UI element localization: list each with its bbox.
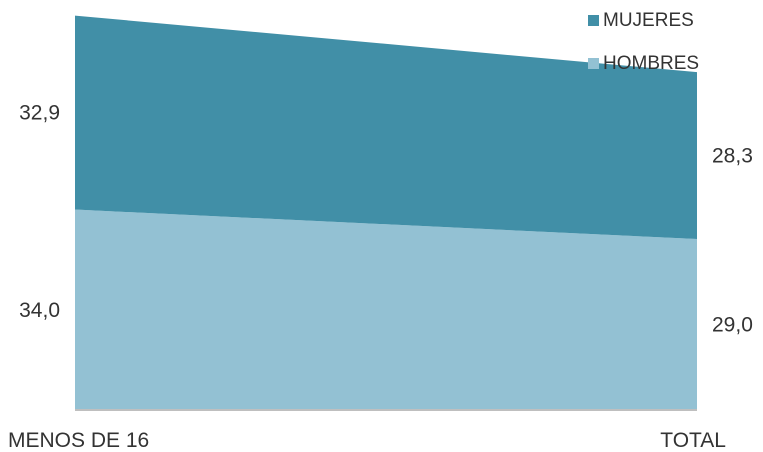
legend-swatch-hombres: [588, 58, 599, 69]
data-labels-group: 34,0 29,0 32,9 28,3: [19, 102, 753, 337]
legend-swatch-mujeres: [588, 15, 599, 26]
data-label-mujeres-0: 32,9: [19, 102, 60, 125]
legend: MUJERES HOMBRES: [588, 10, 699, 74]
x-tick-label-1: TOTAL: [660, 429, 726, 452]
data-label-mujeres-1: 28,3: [712, 145, 753, 168]
x-tick-labels-group: MENOS DE 16 TOTAL: [8, 429, 726, 452]
area-hombres: [75, 209, 697, 410]
data-label-hombres-1: 29,0: [712, 314, 753, 337]
legend-label-mujeres: MUJERES: [603, 10, 694, 31]
legend-label-hombres: HOMBRES: [603, 53, 699, 74]
area-mujeres: [75, 15, 697, 240]
area-series-group: [75, 15, 697, 410]
data-label-hombres-0: 34,0: [19, 299, 60, 322]
x-tick-label-0: MENOS DE 16: [8, 429, 149, 452]
